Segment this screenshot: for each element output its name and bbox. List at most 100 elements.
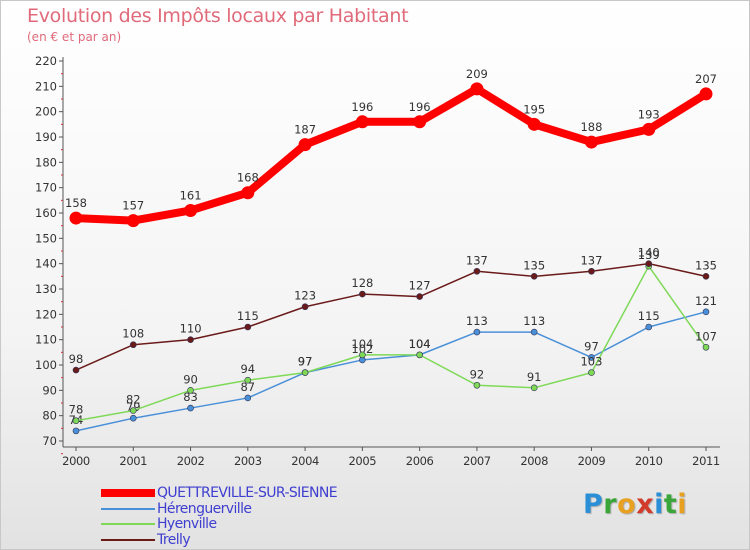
x-tick-label: 2004 (291, 454, 319, 468)
data-point (244, 323, 252, 331)
y-tick-label: 100 (35, 358, 57, 372)
x-tick-label: 2007 (463, 454, 491, 468)
data-point (298, 138, 312, 152)
data-point (187, 404, 194, 412)
data-point (359, 351, 366, 359)
x-tick-label: 2006 (406, 454, 434, 468)
y-tick-label: 70 (42, 434, 57, 448)
data-label: 115 (237, 309, 259, 323)
data-label: 78 (69, 403, 84, 417)
proxiti-logo: Proxiti (583, 489, 687, 520)
data-label: 103 (580, 355, 602, 369)
data-point (699, 87, 713, 101)
data-label: 188 (580, 120, 602, 134)
y-tick-label: 120 (35, 307, 57, 321)
data-point (301, 303, 309, 311)
y-tick-label: 130 (35, 282, 57, 296)
data-label: 97 (298, 355, 313, 369)
data-point (72, 427, 80, 435)
chart-title: Evolution des Impôts locaux par Habitant (27, 5, 409, 27)
data-label: 135 (523, 258, 545, 272)
data-label: 135 (695, 258, 717, 272)
y-tick-label: 190 (35, 130, 57, 144)
y-tick-label: 110 (35, 333, 57, 347)
data-label: 102 (351, 342, 373, 356)
data-label: 123 (294, 289, 316, 303)
data-label: 196 (351, 100, 373, 114)
legend-swatch (101, 538, 155, 541)
data-label: 97 (584, 339, 599, 353)
x-tick-label: 2000 (62, 454, 90, 468)
data-point (359, 290, 366, 298)
data-label: 207 (695, 72, 717, 86)
y-tick-label: 80 (42, 409, 57, 423)
data-point (301, 369, 309, 376)
series-line-trelly (75, 262, 707, 371)
data-label: 168 (237, 171, 259, 185)
y-tick-label: 210 (35, 79, 57, 93)
data-point (702, 308, 710, 316)
data-label: 157 (122, 199, 144, 213)
legend-label: Hyenville (157, 516, 217, 532)
data-point (642, 122, 656, 136)
data-label: 94 (240, 362, 255, 376)
legend-label: Hérenguerville (157, 500, 252, 517)
data-label: 195 (523, 102, 545, 116)
data-label: 140 (638, 246, 660, 260)
data-label: 137 (466, 253, 488, 267)
data-point (244, 394, 252, 402)
data-label: 193 (638, 107, 660, 121)
x-tick-label: 2011 (692, 454, 720, 468)
series-line-quettreville-sur-sienne (72, 84, 710, 225)
data-label: 187 (294, 123, 316, 137)
logo-letter: i (677, 489, 688, 520)
legend-swatch (101, 489, 155, 497)
data-point (702, 273, 710, 280)
x-tick-label: 2010 (635, 454, 663, 468)
data-point (187, 336, 194, 343)
data-label: 98 (69, 352, 84, 366)
data-point (72, 366, 80, 374)
data-label: 158 (65, 196, 87, 210)
x-tick-label: 2003 (234, 454, 262, 468)
data-point (588, 354, 595, 361)
y-tick-label: 220 (35, 54, 57, 68)
data-label: 107 (695, 329, 717, 343)
logo-letter: o (617, 489, 637, 520)
data-label: 108 (122, 327, 144, 341)
data-point (355, 115, 369, 129)
data-label: 92 (470, 367, 485, 381)
data-point (530, 273, 538, 280)
data-point (416, 293, 423, 300)
data-point (527, 117, 541, 131)
data-point (129, 341, 137, 349)
series-line-hyenville (75, 265, 707, 422)
logo-letter: x (636, 489, 655, 520)
data-label: 113 (466, 314, 488, 328)
data-point (588, 369, 595, 376)
data-point (416, 351, 423, 359)
y-tick-label: 150 (35, 231, 57, 245)
data-point (413, 115, 427, 129)
data-label: 104 (351, 337, 373, 351)
data-label: 104 (409, 337, 431, 351)
chart-subtitle: (en € et par an) (27, 30, 122, 44)
legend-label: Trelly (157, 531, 191, 548)
data-label: 83 (183, 390, 198, 404)
data-label: 97 (298, 355, 313, 369)
x-tick-label: 2002 (177, 454, 205, 468)
data-label: 90 (183, 372, 198, 386)
data-point (702, 343, 710, 351)
data-label: 113 (523, 314, 545, 328)
legend-label: QUETTREVILLE-SUR-SIENNE (157, 485, 338, 501)
data-point (184, 203, 198, 217)
data-point (129, 414, 137, 422)
logo-letter: t (663, 489, 678, 520)
data-point (584, 135, 598, 149)
logo-letter: r (603, 489, 618, 520)
data-point (244, 376, 252, 384)
data-point (645, 260, 653, 267)
y-tick-label: 200 (35, 105, 57, 119)
data-point (470, 82, 484, 96)
